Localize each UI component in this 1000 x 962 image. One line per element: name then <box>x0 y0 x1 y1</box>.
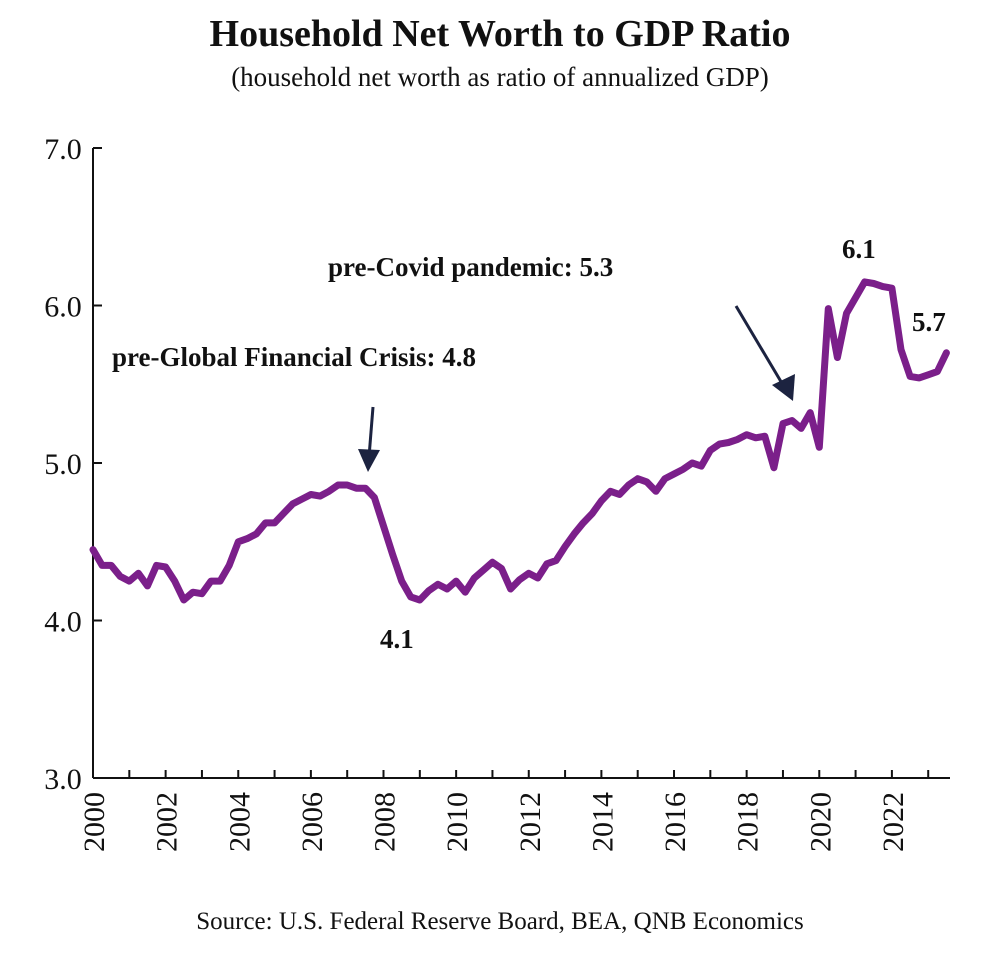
annotation-arrow-pre-gfc <box>367 406 375 458</box>
x-tick-label: 2020 <box>804 792 837 852</box>
annotation-arrowhead-pre-covid <box>772 374 795 401</box>
y-tick-label: 4.0 <box>44 606 82 639</box>
annotation-trough-2009: 4.1 <box>380 624 414 654</box>
annotation-latest-2023: 5.7 <box>912 307 946 337</box>
y-tick-label: 6.0 <box>44 291 82 324</box>
y-tick-label: 7.0 <box>44 133 82 166</box>
series-line <box>89 278 950 604</box>
y-ticks: 3.0 4.0 5.0 6.0 7.0 <box>44 133 102 796</box>
annotation-arrow-pre-covid <box>734 305 785 386</box>
x-tick-label: 2014 <box>586 792 619 852</box>
annotation-pre-gfc: pre-Global Financial Crisis: 4.8 <box>112 342 476 372</box>
y-tick-label: 3.0 <box>44 763 82 796</box>
x-tick-label: 2006 <box>296 792 329 852</box>
x-tick-label: 2012 <box>514 792 547 852</box>
x-tick-label: 2022 <box>877 792 910 852</box>
annotation-peak-2021: 6.1 <box>842 234 876 264</box>
source-note: Source: U.S. Federal Reserve Board, BEA,… <box>196 908 804 935</box>
x-tick-label: 2000 <box>78 792 111 852</box>
x-tick-label: 2008 <box>369 792 402 852</box>
x-tick-label: 2004 <box>223 792 256 852</box>
x-tick-label: 2010 <box>441 792 474 852</box>
axes <box>92 148 950 779</box>
chart-title: Household Net Worth to GDP Ratio <box>209 13 791 55</box>
annotation-arrowhead-pre-gfc <box>358 449 380 472</box>
x-tick-label: 2016 <box>659 792 692 852</box>
y-tick-label: 5.0 <box>44 448 82 481</box>
x-tick-label: 2018 <box>732 792 765 852</box>
annotation-pre-covid: pre-Covid pandemic: 5.3 <box>328 252 613 282</box>
x-tick-label: 2002 <box>151 792 184 852</box>
chart-subtitle: (household net worth as ratio of annuali… <box>231 62 769 92</box>
x-ticks: 2000 2002 2004 2006 2008 2010 2012 2014 2016 2018… <box>78 770 930 852</box>
